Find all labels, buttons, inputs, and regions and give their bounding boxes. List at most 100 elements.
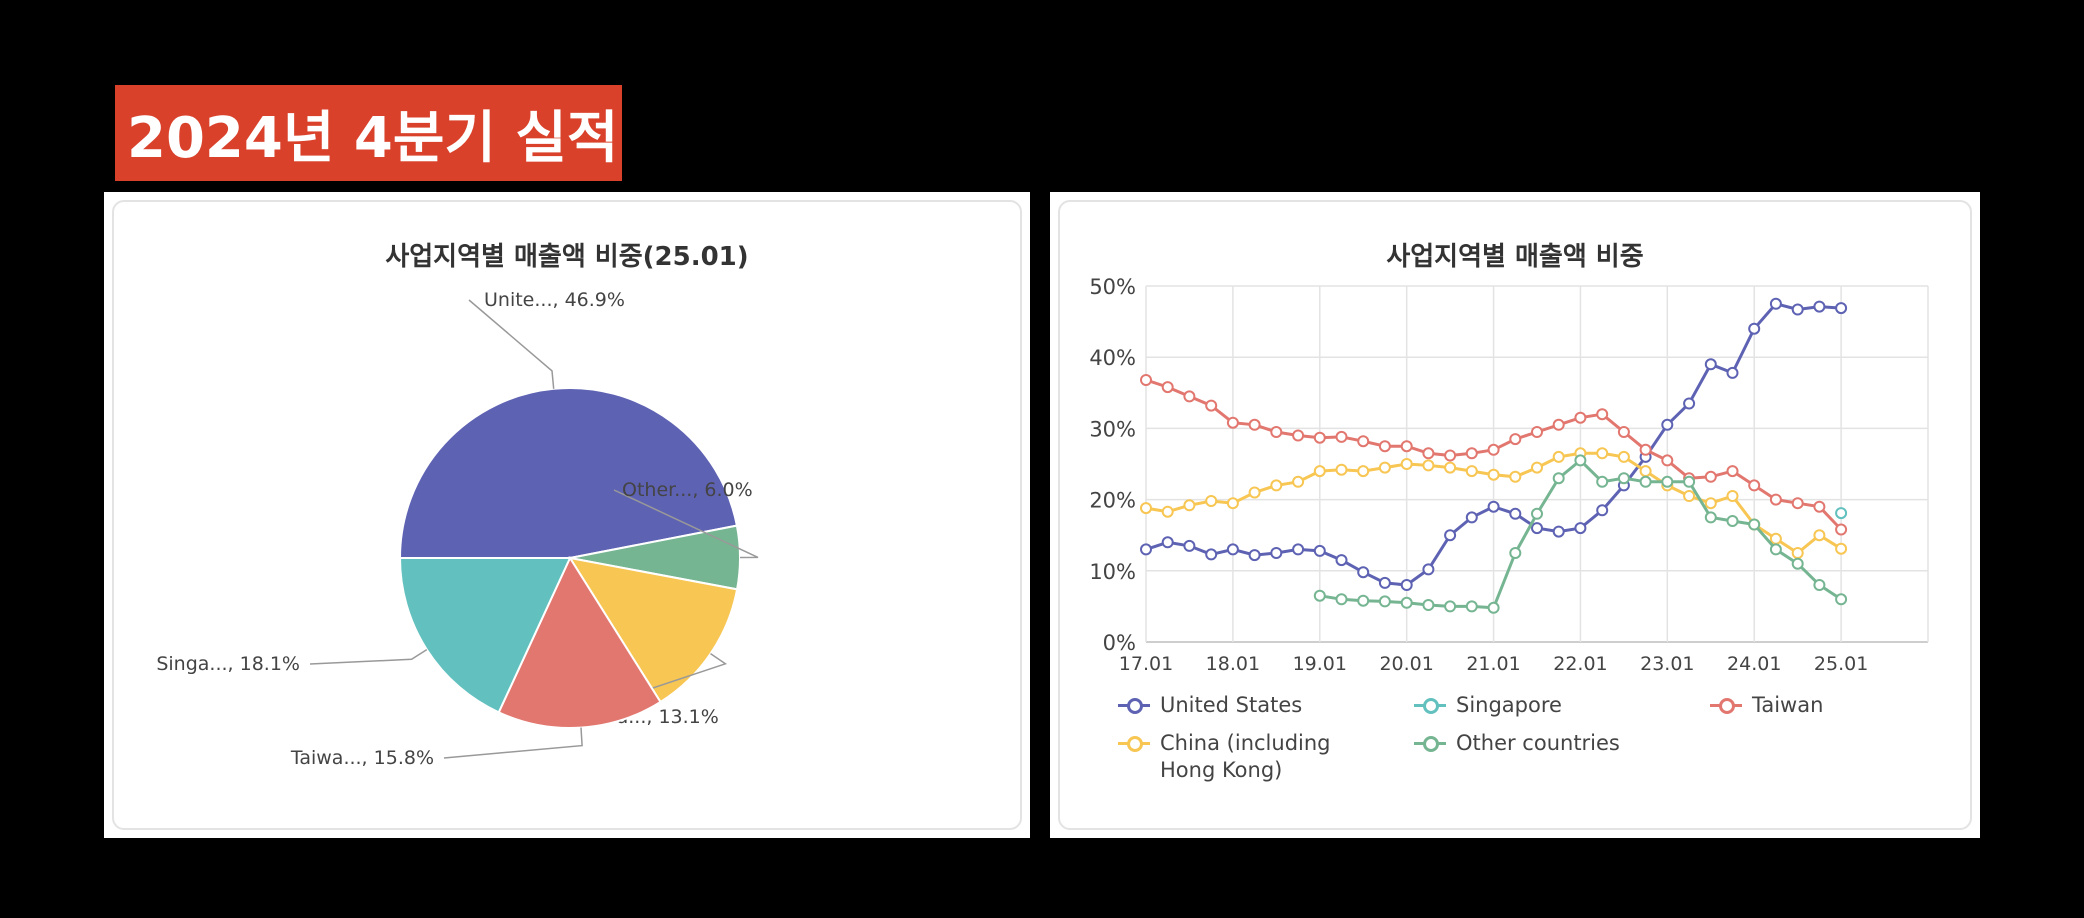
y-tick-label: 20%: [1089, 489, 1136, 513]
legend-item-taiwan[interactable]: Taiwan: [1708, 692, 1823, 719]
data-point-taiwan: [1835, 523, 1848, 536]
data-point-chinaincludinghongkong: [1378, 461, 1391, 474]
data-point-taiwan: [1769, 493, 1782, 506]
legend-label: Other countries: [1456, 731, 1620, 755]
data-point-chinaincludinghongkong: [1270, 479, 1283, 492]
data-point-taiwan: [1531, 426, 1543, 438]
data-point-unitedstates: [1791, 303, 1804, 316]
page-title-banner: 2024년 4분기 실적: [115, 85, 622, 181]
data-point-taiwan: [1292, 429, 1305, 442]
data-point-unitedstates: [1248, 549, 1261, 562]
data-point-unitedstates: [1509, 507, 1522, 520]
data-point-chinaincludinghongkong: [1835, 542, 1848, 555]
data-point-taiwan: [1748, 479, 1761, 492]
legend-swatch-icon: [1116, 692, 1152, 719]
data-point-othercountries: [1769, 543, 1782, 556]
data-point-unitedstates: [1835, 302, 1848, 315]
data-point-chinaincludinghongkong: [1726, 490, 1739, 502]
x-tick-label: 25.01: [1814, 653, 1868, 675]
data-point-taiwan: [1639, 443, 1652, 456]
data-point-chinaincludinghongkong: [1140, 502, 1152, 515]
data-point-othercountries: [1726, 515, 1739, 527]
data-point-unitedstates: [1292, 543, 1305, 556]
data-point-othercountries: [1487, 601, 1500, 614]
data-point-unitedstates: [1596, 504, 1609, 517]
x-tick-label: 19.01: [1293, 653, 1347, 675]
data-point-othercountries: [1748, 518, 1761, 531]
data-point-taiwan: [1183, 390, 1196, 403]
y-tick-label: 40%: [1089, 346, 1136, 370]
data-point-unitedstates: [1140, 543, 1152, 556]
legend-item-othercountries[interactable]: Other countries: [1412, 730, 1620, 757]
data-point-unitedstates: [1661, 418, 1674, 431]
data-point-unitedstates: [1400, 579, 1413, 591]
data-point-othercountries: [1683, 475, 1696, 488]
data-point-chinaincludinghongkong: [1639, 465, 1652, 478]
legend-swatch-icon: [1412, 692, 1448, 719]
data-point-taiwan: [1422, 447, 1435, 460]
data-point-chinaincludinghongkong: [1161, 505, 1174, 518]
data-point-chinaincludinghongkong: [1704, 497, 1717, 510]
data-point-taiwan: [1335, 430, 1348, 443]
data-point-chinaincludinghongkong: [1465, 465, 1478, 478]
data-point-othercountries: [1400, 596, 1413, 609]
data-point-chinaincludinghongkong: [1183, 499, 1196, 512]
line-chart-legend: United States Singapore Taiwan China (inclu…: [1116, 692, 1956, 802]
pie-slice-china: [567, 556, 739, 704]
data-point-unitedstates: [1813, 300, 1826, 313]
legend-item-unitedstates[interactable]: United States: [1116, 692, 1302, 719]
pie-leader-line: [613, 489, 759, 559]
x-tick-label: 17.01: [1119, 653, 1173, 675]
pie-slice-unite: [398, 387, 739, 559]
data-point-chinaincludinghongkong: [1617, 450, 1630, 463]
data-point-othercountries: [1704, 511, 1717, 524]
data-point-taiwan: [1487, 443, 1500, 456]
legend-item-singapore[interactable]: Singapore: [1412, 692, 1562, 719]
x-tick-label: 23.01: [1640, 653, 1694, 675]
data-point-unitedstates: [1422, 563, 1435, 576]
page-title: 2024년 4분기 실적: [127, 105, 619, 171]
data-point-chinaincludinghongkong: [1596, 447, 1609, 460]
data-point-chinaincludinghongkong: [1509, 470, 1522, 483]
data-point-chinaincludinghongkong: [1400, 458, 1413, 470]
data-point-unitedstates: [1205, 548, 1218, 561]
data-point-chinaincludinghongkong: [1531, 461, 1543, 474]
line-chart: 0% 10% 20% 30% 40% 50% 17.01 18.01 19.01 20.01 21.…: [1089, 275, 1929, 675]
data-point-taiwan: [1661, 454, 1674, 467]
data-point-chinaincludinghongkong: [1357, 465, 1370, 478]
data-point-chinaincludinghongkong: [1335, 463, 1348, 476]
x-tick-label: 21.01: [1466, 653, 1520, 675]
data-point-othercountries: [1813, 579, 1826, 591]
data-point-othercountries: [1509, 547, 1522, 559]
data-point-chinaincludinghongkong: [1313, 465, 1326, 478]
data-point-taiwan: [1226, 416, 1239, 429]
data-point-taiwan: [1248, 418, 1261, 431]
data-point-chinaincludinghongkong: [1248, 486, 1261, 499]
pie-leader-line: [443, 727, 583, 759]
legend-item-chinaincludinghongkong[interactable]: China (including Hong Kong): [1116, 730, 1331, 784]
data-point-othercountries: [1639, 475, 1652, 488]
data-point-chinaincludinghongkong: [1769, 532, 1782, 545]
legend-swatch-icon: [1116, 730, 1152, 757]
data-point-unitedstates: [1683, 397, 1696, 410]
data-point-chinaincludinghongkong: [1791, 547, 1804, 559]
data-point-chinaincludinghongkong: [1683, 490, 1696, 502]
data-point-othercountries: [1465, 600, 1478, 613]
data-point-taiwan: [1596, 408, 1609, 421]
data-point-unitedstates: [1161, 536, 1174, 549]
pie-chart-card: 사업지역별 매출액 비중(25.01) Unite..., 46.9% Other…: [112, 200, 1022, 830]
data-point-unitedstates: [1444, 529, 1457, 542]
data-point-taiwan: [1465, 447, 1478, 460]
legend-label: United States: [1160, 693, 1303, 717]
data-point-chinaincludinghongkong: [1422, 459, 1435, 472]
data-point-taiwan: [1205, 399, 1218, 412]
data-point-othercountries: [1531, 507, 1543, 520]
data-point-unitedstates: [1769, 297, 1782, 310]
data-point-othercountries: [1357, 594, 1370, 607]
data-point-chinaincludinghongkong: [1552, 450, 1565, 463]
pie-chart-title: 사업지역별 매출액 비중(25.01): [385, 242, 749, 272]
legend-swatch-icon: [1412, 730, 1448, 757]
data-point-taiwan: [1726, 465, 1739, 478]
legend-swatch-icon: [1708, 692, 1744, 719]
pie-data-label: Unite..., 46.9%: [484, 289, 625, 311]
